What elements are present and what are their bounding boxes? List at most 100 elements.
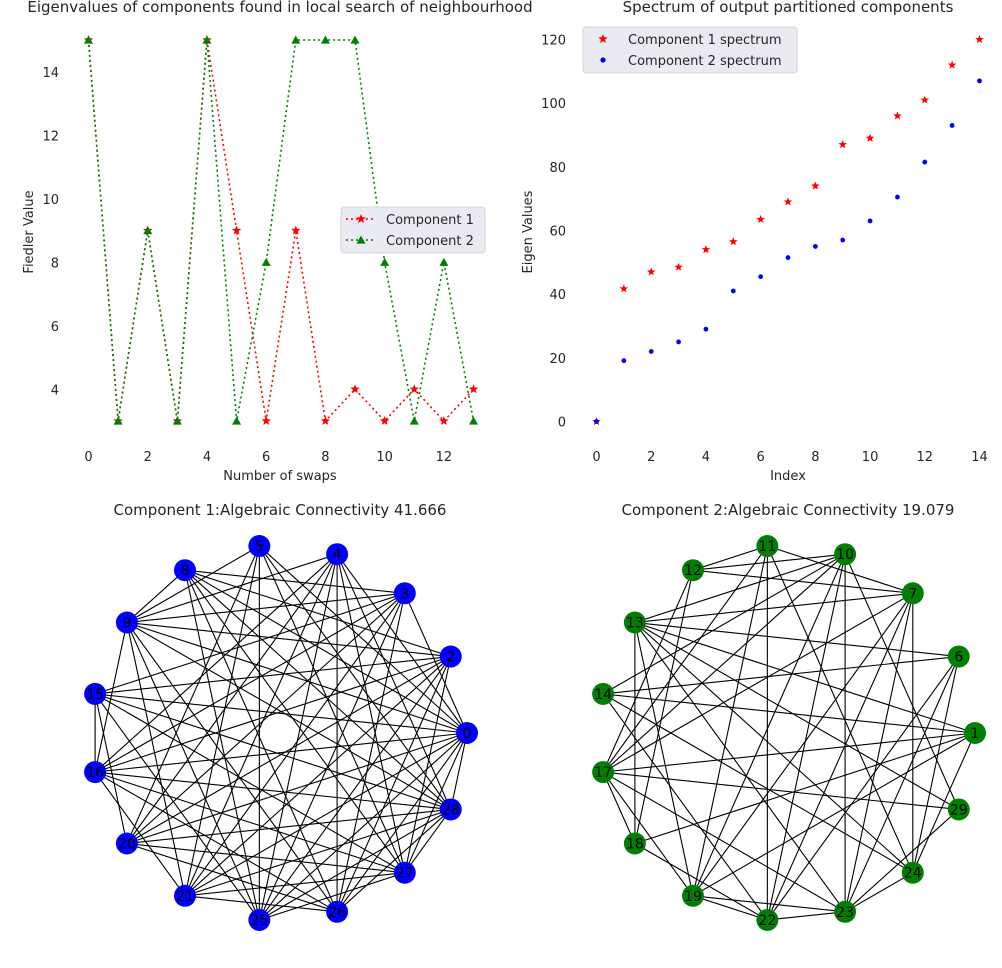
chart1-legend-entry-component-1: Component 1 xyxy=(346,213,474,228)
network2-edge xyxy=(603,732,976,773)
chart2-point xyxy=(949,123,955,128)
network1-edge xyxy=(95,655,451,695)
chart1-point xyxy=(409,384,420,394)
network1-edge xyxy=(404,809,452,874)
chart1-point xyxy=(379,416,390,426)
network1-node xyxy=(115,832,138,855)
network2-node xyxy=(834,900,857,923)
chart1-x-tick-label: 2 xyxy=(144,450,152,465)
network2-edge xyxy=(844,593,914,912)
network1-edge xyxy=(258,545,406,873)
network2-edge xyxy=(603,693,976,734)
chart1-x-tick-label: 0 xyxy=(84,450,92,465)
network1-edge xyxy=(184,895,338,913)
chart2-legend-marker-star xyxy=(598,34,608,44)
chart2-legend-marker-dot xyxy=(600,57,606,63)
chart2-point xyxy=(838,140,847,149)
chart2-legend-label-component-2-spectrum: Component 2 spectrum xyxy=(628,54,782,69)
network1-nodes: 0 2 3 4 5 8 9 15 16 20 21 25 26 27 28 xyxy=(84,535,478,931)
network1-edge xyxy=(184,569,452,810)
network1-edge xyxy=(336,809,452,913)
network2-node xyxy=(947,645,970,668)
network2-edge xyxy=(634,592,913,624)
chart2-point xyxy=(758,274,764,280)
chart2-point xyxy=(977,78,982,84)
chart2-legend-box xyxy=(582,26,798,74)
chart2-x-tick-label: 10 xyxy=(862,450,879,465)
network2-edge xyxy=(634,622,960,810)
network2-edge xyxy=(634,570,694,844)
fiedler-value-line-chart: Eigenvalues of components found in local… xyxy=(22,0,533,484)
chart1-point xyxy=(380,257,390,266)
network2-node xyxy=(756,535,779,558)
network1-edge xyxy=(258,545,452,810)
chart1-point xyxy=(439,257,449,266)
chart2-x-tick-label: 12 xyxy=(917,450,934,465)
network1-node xyxy=(326,900,349,923)
network1-node-label: 26 xyxy=(328,905,346,921)
chart2-point xyxy=(895,194,900,200)
network1-edge xyxy=(94,693,260,921)
network1-node xyxy=(115,611,138,634)
network2-node xyxy=(901,582,924,605)
chart1-point xyxy=(291,35,301,44)
network1-title: Component 1:Algebraic Connectivity 41.66… xyxy=(114,501,447,519)
chart1-point xyxy=(291,225,301,235)
network2-node-label: 7 xyxy=(908,586,917,602)
network1-edge xyxy=(404,656,452,873)
chart2-point xyxy=(920,95,930,104)
chart1-point xyxy=(231,225,242,235)
chart1-x-tick-label: 4 xyxy=(203,450,211,465)
network2-edges xyxy=(602,545,976,921)
chart1-point xyxy=(84,35,93,44)
network1-edge xyxy=(126,545,260,844)
network2-edge xyxy=(766,593,914,921)
network2-edge xyxy=(766,545,914,873)
network2-edge xyxy=(602,545,768,773)
chart2-point xyxy=(619,284,629,293)
network2-edge xyxy=(602,553,846,773)
network1-edge xyxy=(404,593,468,734)
network2-node-label: 19 xyxy=(684,889,702,905)
chart2-title: Spectrum of output partitioned component… xyxy=(623,0,954,16)
network1-node-label: 8 xyxy=(181,563,190,579)
network1-edge xyxy=(126,621,468,734)
chart1-point xyxy=(320,416,331,426)
network2-edge xyxy=(767,911,846,921)
network1-node xyxy=(439,645,462,668)
network1-edge xyxy=(184,732,468,897)
network1-node-label: 20 xyxy=(118,837,136,853)
chart1-title: Eigenvalues of components found in local… xyxy=(27,0,532,16)
chart2-x-tick-label: 2 xyxy=(647,450,655,465)
network1-edge xyxy=(259,808,452,921)
network1-edge xyxy=(258,656,452,921)
chart2-y-tick-label: 100 xyxy=(541,97,566,112)
chart2-point xyxy=(730,288,736,294)
network2-edge xyxy=(602,592,914,773)
chart2-point xyxy=(621,358,627,364)
chart2-x-tick-label: 14 xyxy=(971,450,988,465)
network2-node xyxy=(623,611,646,634)
network1-edge xyxy=(184,569,451,658)
chart1-y-ticks: 4 6 8 10 12 14 xyxy=(42,66,59,399)
network2-edge xyxy=(692,895,846,913)
network1-edge xyxy=(126,656,452,844)
network2-edge xyxy=(634,553,846,624)
network2-edge xyxy=(634,622,914,874)
network1-node xyxy=(456,722,478,744)
network1-edge xyxy=(94,771,186,897)
network2-node-label: 23 xyxy=(836,905,854,921)
chart1-x-tick-label: 12 xyxy=(436,450,453,465)
chart2-legend-label-component-1-spectrum: Component 1 spectrum xyxy=(628,33,782,48)
network1-edge xyxy=(258,593,406,921)
network1-node xyxy=(174,884,196,907)
chart1-y-tick-label: 14 xyxy=(42,66,59,81)
network1-node-label: 28 xyxy=(442,802,460,818)
network2-edge xyxy=(602,693,914,874)
network1-node xyxy=(326,543,349,566)
network2-edge xyxy=(602,771,636,844)
network1-edge xyxy=(94,622,128,773)
network2-node-label: 12 xyxy=(684,563,702,579)
chart2-x-ticks: 0 2 4 6 8 10 12 14 xyxy=(592,450,987,465)
network1-edge xyxy=(336,553,452,810)
